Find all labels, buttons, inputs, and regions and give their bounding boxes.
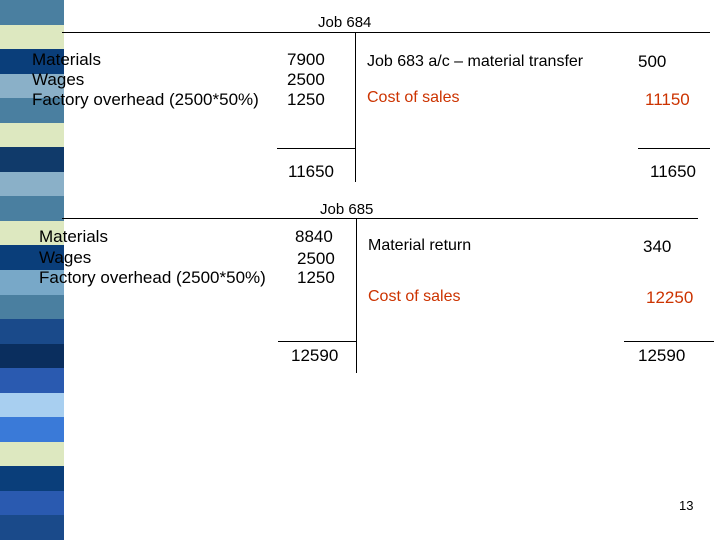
job684-debit-amount-wages: 2500 <box>287 70 325 89</box>
job685-credit-amount-cost-of-sales: 12250 <box>646 288 694 307</box>
job684-debit-total-rule <box>277 148 355 149</box>
stripe-segment <box>0 466 64 492</box>
stripe-segment <box>0 294 64 320</box>
job685-debit-amount-materials: 8840 <box>295 227 333 246</box>
job684-credit-label-cost-of-sales: Cost of sales <box>367 89 460 106</box>
job684-center-rule <box>355 32 356 182</box>
job685-credit-total-rule <box>624 341 714 342</box>
job684-debit-total: 11650 <box>288 162 335 181</box>
job684-debit-amount-materials: 7900 <box>287 50 325 69</box>
job684-debit-label-wages: Wages <box>32 70 85 89</box>
job685-debit-amount-wages: 2500 <box>297 249 335 268</box>
job685-debit-label-overhead: Factory overhead (2500*50%) <box>39 268 266 287</box>
job685-title: Job 685 <box>320 201 374 218</box>
job684-credit-amount-cost-of-sales: 11150 <box>645 90 690 109</box>
job684-credit-total-rule <box>638 148 710 149</box>
stripe-segment <box>0 196 64 222</box>
job685-credit-amount-material-return: 340 <box>643 237 672 256</box>
page-number: 13 <box>679 498 694 513</box>
job685-center-rule <box>356 218 357 373</box>
job685-top-rule <box>62 218 698 219</box>
stripe-segment <box>0 49 64 75</box>
stripe-segment <box>0 270 64 296</box>
stripe-segment <box>0 220 64 246</box>
job685-debit-label-wages: Wages <box>39 248 92 267</box>
stripe-segment <box>0 147 64 173</box>
stripe-segment <box>0 73 64 99</box>
job684-credit-label-transfer: Job 683 a/c – material transfer <box>367 53 584 70</box>
job684-debit-label-materials: Materials <box>32 50 101 69</box>
job684-top-rule <box>62 32 710 33</box>
job684-title: Job 684 <box>318 14 372 31</box>
stripe-segment <box>0 515 64 540</box>
job684-debit-amount-overhead: 1250 <box>287 90 325 109</box>
stripe-segment <box>0 0 64 26</box>
job684-credit-total: 11650 <box>650 162 697 181</box>
stripe-segment <box>0 319 64 345</box>
stripe-segment <box>0 392 64 418</box>
stripe-segment <box>0 368 64 394</box>
job685-credit-label-cost-of-sales: Cost of sales <box>368 288 461 305</box>
job685-credit-label-material-return: Material return <box>368 237 472 254</box>
job685-credit-total: 12590 <box>638 346 686 365</box>
job685-debit-total: 12590 <box>291 346 339 365</box>
stripe-segment <box>0 122 64 148</box>
stripe-segment <box>0 24 64 50</box>
stripe-segment <box>0 245 64 271</box>
stripe-segment <box>0 171 64 197</box>
stripe-segment <box>0 343 64 369</box>
stripe-segment <box>0 441 64 467</box>
job685-debit-amount-overhead: 1250 <box>297 268 335 287</box>
stripe-segment <box>0 98 64 124</box>
job684-credit-amount-transfer: 500 <box>638 52 667 71</box>
job684-debit-label-overhead: Factory overhead (2500*50%) <box>32 90 259 109</box>
job685-debit-total-rule <box>278 341 356 342</box>
job685-debit-label-materials: Materials <box>39 227 108 246</box>
decorative-stripe-bar <box>0 0 64 540</box>
stripe-segment <box>0 490 64 516</box>
stripe-segment <box>0 417 64 443</box>
